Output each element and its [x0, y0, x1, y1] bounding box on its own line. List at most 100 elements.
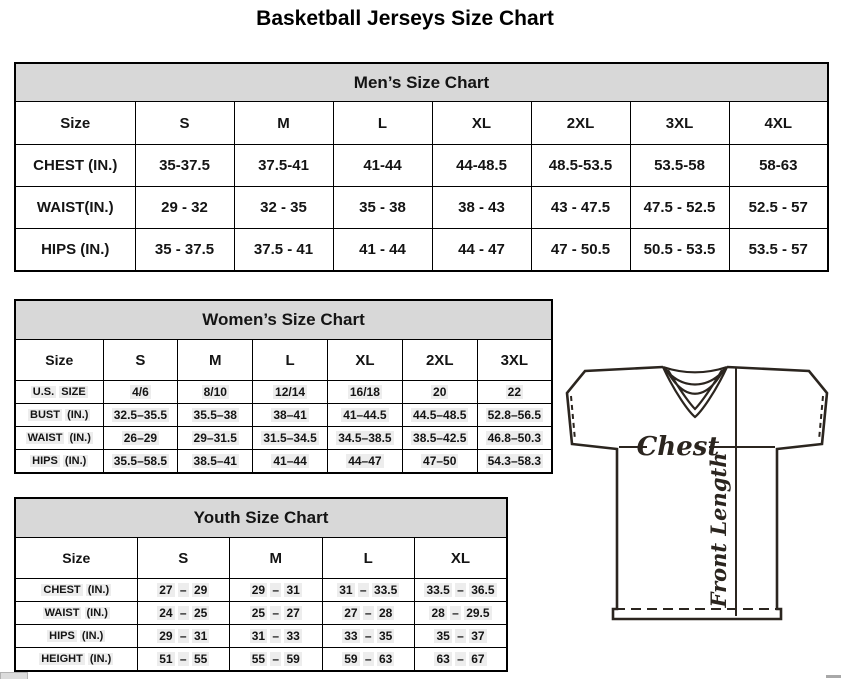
- size-cell: M: [229, 537, 323, 579]
- table-row: HIPS (IN.) 29 – 31 31 – 33 33 – 35 35 – …: [14, 624, 508, 648]
- value-cell: 24 – 25: [136, 601, 230, 625]
- value-cell: 63 – 67: [414, 647, 508, 672]
- value-cell: 35 – 37: [414, 624, 508, 648]
- mens-table-title: Men’s Size Chart: [14, 62, 829, 102]
- value-cell: 58-63: [728, 144, 829, 187]
- table-title-row: Men’s Size Chart: [14, 62, 829, 102]
- value-cell: 47 - 50.5: [530, 228, 631, 272]
- value-cell: 35-37.5: [134, 144, 235, 187]
- table-row: WAIST (IN.) 26–29 29–31.5 31.5–34.5 34.5…: [14, 426, 553, 450]
- value-cell: 34.5–38.5: [326, 426, 403, 450]
- womens-table-title: Women’s Size Chart: [14, 299, 553, 340]
- value-cell: 27 – 28: [321, 601, 415, 625]
- size-cell: 3XL: [629, 101, 730, 145]
- value-cell: 4/6: [102, 380, 179, 404]
- value-cell: 53.5-58: [629, 144, 730, 187]
- value-cell: 33.5 – 36.5: [414, 578, 508, 602]
- jersey-outline: [565, 365, 829, 621]
- table-header-row: Size S M L XL 2XL 3XL: [14, 339, 553, 381]
- size-cell: XL: [414, 537, 508, 579]
- value-cell: 55 – 59: [229, 647, 323, 672]
- size-cell: 2XL: [530, 101, 631, 145]
- value-cell: 52.5 - 57: [728, 186, 829, 229]
- value-cell: 35 - 37.5: [134, 228, 235, 272]
- value-cell: 48.5-53.5: [530, 144, 631, 187]
- table-row: BUST (IN.) 32.5–35.5 35.5–38 38–41 41–44…: [14, 403, 553, 427]
- row-label: CHEST (IN.): [14, 144, 136, 187]
- table-row: WAIST (IN.) 24 – 25 25 – 27 27 – 28 28 –…: [14, 601, 508, 625]
- value-cell: 31 – 33.5: [321, 578, 415, 602]
- value-cell: 29 – 31: [136, 624, 230, 648]
- value-cell: 52.8–56.5: [476, 403, 553, 427]
- size-cell: 3XL: [476, 339, 553, 381]
- front-length-label: Front Length: [706, 453, 731, 609]
- size-header-label: Size: [14, 537, 138, 579]
- table-title-row: Women’s Size Chart: [14, 299, 553, 340]
- value-cell: 38.5–42.5: [401, 426, 478, 450]
- size-cell: 4XL: [728, 101, 829, 145]
- row-label: WAIST (IN.): [14, 601, 138, 625]
- size-cell: S: [102, 339, 179, 381]
- value-cell: 8/10: [177, 380, 254, 404]
- jersey-measurement-diagram: Chest Front Length: [556, 358, 840, 628]
- size-header-label: Size: [14, 339, 104, 381]
- mens-size-table: Men’s Size Chart Size S M L XL 2XL 3XL 4…: [14, 62, 829, 272]
- size-cell: S: [134, 101, 235, 145]
- row-label: HIPS (IN.): [14, 624, 138, 648]
- cuff-stitch-lines: [570, 395, 824, 441]
- value-cell: 37.5-41: [233, 144, 334, 187]
- table-row: CHEST (IN.) 35-37.5 37.5-41 41-44 44-48.…: [14, 144, 829, 187]
- womens-size-table: Women’s Size Chart Size S M L XL 2XL 3XL…: [14, 299, 553, 474]
- value-cell: 16/18: [326, 380, 403, 404]
- row-label: WAIST (IN.): [14, 426, 104, 450]
- value-cell: 41-44: [332, 144, 433, 187]
- row-label: BUST (IN.): [14, 403, 104, 427]
- value-cell: 35.5–58.5: [102, 449, 179, 474]
- row-label: U.S. SIZE: [14, 380, 104, 404]
- table-row: HEIGHT (IN.) 51 – 55 55 – 59 59 – 63 63 …: [14, 647, 508, 672]
- table-title-row: Youth Size Chart: [14, 497, 508, 538]
- row-label: HEIGHT (IN.): [14, 647, 138, 672]
- value-cell: 28 – 29.5: [414, 601, 508, 625]
- value-cell: 32.5–35.5: [102, 403, 179, 427]
- value-cell: 46.8–50.3: [476, 426, 553, 450]
- value-cell: 35 - 38: [332, 186, 433, 229]
- value-cell: 44.5–48.5: [401, 403, 478, 427]
- value-cell: 29 - 32: [134, 186, 235, 229]
- value-cell: 44 - 47: [431, 228, 532, 272]
- value-cell: 41 - 44: [332, 228, 433, 272]
- value-cell: 47–50: [401, 449, 478, 474]
- table-row: CHEST (IN.) 27 – 29 29 – 31 31 – 33.5 33…: [14, 578, 508, 602]
- value-cell: 12/14: [252, 380, 328, 404]
- chest-label: Chest: [637, 432, 720, 462]
- page-title: Basketball Jerseys Size Chart: [256, 7, 554, 30]
- value-cell: 59 – 63: [321, 647, 415, 672]
- value-cell: 31 – 33: [229, 624, 323, 648]
- jersey-diagram-svg: Chest Front Length: [565, 365, 829, 621]
- value-cell: 53.5 - 57: [728, 228, 829, 272]
- size-cell: L: [332, 101, 433, 145]
- value-cell: 26–29: [102, 426, 179, 450]
- value-cell: 43 - 47.5: [530, 186, 631, 229]
- youth-table-title: Youth Size Chart: [14, 497, 508, 538]
- size-cell: L: [321, 537, 415, 579]
- value-cell: 32 - 35: [233, 186, 334, 229]
- size-cell: XL: [326, 339, 403, 381]
- value-cell: 44–47: [326, 449, 403, 474]
- size-cell: 2XL: [401, 339, 478, 381]
- table-row: HIPS (IN.) 35 - 37.5 37.5 - 41 41 - 44 4…: [14, 228, 829, 272]
- value-cell: 50.5 - 53.5: [629, 228, 730, 272]
- table-row: HIPS (IN.) 35.5–58.5 38.5–41 41–44 44–47…: [14, 449, 553, 474]
- value-cell: 44-48.5: [431, 144, 532, 187]
- value-cell: 20: [401, 380, 478, 404]
- size-cell: M: [233, 101, 334, 145]
- value-cell: 54.3–58.3: [476, 449, 553, 474]
- value-cell: 47.5 - 52.5: [629, 186, 730, 229]
- size-cell: L: [252, 339, 328, 381]
- value-cell: 31.5–34.5: [252, 426, 328, 450]
- size-header-label: Size: [14, 101, 136, 145]
- size-cell: XL: [431, 101, 532, 145]
- value-cell: 38 - 43: [431, 186, 532, 229]
- scroll-artifact-right: [826, 675, 841, 678]
